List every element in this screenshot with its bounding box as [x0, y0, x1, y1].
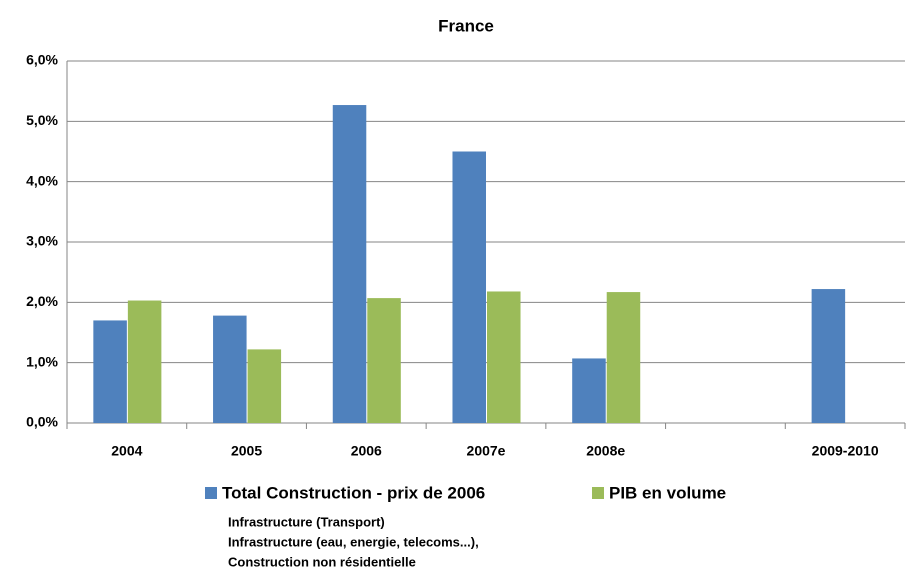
- bar: [127, 300, 162, 423]
- y-tick-label: 2,0%: [26, 293, 58, 309]
- bar: [367, 298, 401, 423]
- bar: [213, 315, 247, 423]
- legend-swatch: [592, 487, 604, 499]
- annotation: Construction non résidentielle: [228, 554, 416, 569]
- chart-title: France: [438, 16, 494, 35]
- x-tick-label: 2008e: [586, 443, 625, 459]
- y-tick-label: 1,0%: [26, 353, 58, 369]
- annotation: Infrastructure (Transport): [228, 514, 385, 529]
- y-tick-label: 4,0%: [26, 172, 58, 188]
- x-tick-label: 2009-2010: [812, 443, 879, 459]
- y-tick-label: 6,0%: [26, 52, 58, 68]
- x-tick-label: 2005: [231, 443, 262, 459]
- bar: [487, 291, 521, 423]
- y-tick-label: 3,0%: [26, 233, 58, 249]
- bar: [606, 292, 641, 423]
- bar: [247, 349, 282, 423]
- x-tick-label: 2006: [351, 443, 382, 459]
- bar: [811, 289, 846, 423]
- bar: [332, 105, 367, 423]
- bar: [93, 320, 127, 423]
- y-tick-label: 5,0%: [26, 112, 58, 128]
- x-tick-label: 2007e: [467, 443, 506, 459]
- annotation: Infrastructure (eau, energie, telecoms..…: [228, 534, 479, 549]
- bar: [572, 358, 606, 423]
- legend-label: Total Construction - prix de 2006: [222, 483, 485, 502]
- y-tick-label: 0,0%: [26, 414, 58, 430]
- x-tick-label: 2004: [111, 443, 142, 459]
- bar: [452, 151, 486, 423]
- legend-swatch: [205, 487, 217, 499]
- legend-label: PIB en volume: [609, 483, 726, 502]
